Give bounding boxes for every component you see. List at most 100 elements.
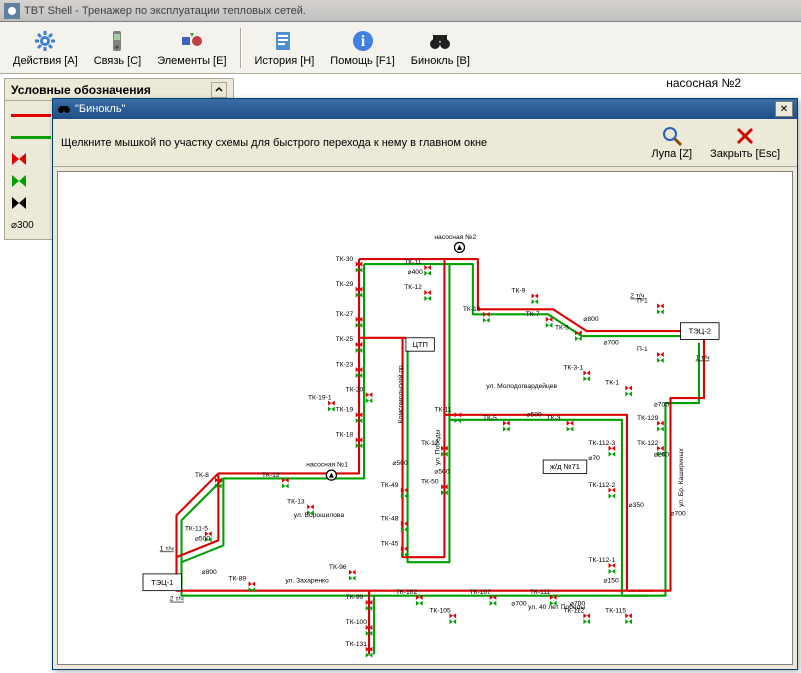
close-button[interactable]: Закрыть [Esc] [701, 123, 789, 163]
svg-text:ТК-1: ТК-1 [605, 380, 619, 387]
svg-text:ТК-100: ТК-100 [346, 619, 368, 626]
svg-text:ТК-96: ТК-96 [329, 564, 347, 571]
legend-valve [11, 173, 51, 189]
svg-text:ТК-112-1: ТК-112-1 [588, 557, 615, 564]
svg-text:⌀500: ⌀500 [195, 535, 210, 542]
hist-button[interactable]: История [H] [248, 26, 322, 70]
svg-text:ТЭЦ-2: ТЭЦ-2 [689, 327, 711, 336]
zoom-label: Лупа [Z] [651, 148, 692, 160]
svg-text:ТК-122: ТК-122 [637, 440, 659, 447]
svg-text:ТК-25: ТК-25 [336, 336, 354, 343]
legend-line [11, 129, 51, 145]
popup-toolbar: Щелкните мышкой по участку схемы для быс… [53, 119, 797, 167]
help-label: Помощь [F1] [330, 55, 395, 67]
svg-text:⌀700: ⌀700 [654, 401, 669, 408]
legend-valve [11, 195, 51, 211]
legend-body: ⌀300 [5, 101, 57, 239]
svg-text:ТК-11: ТК-11 [434, 406, 451, 413]
svg-text:насосная №2: насосная №2 [434, 234, 476, 241]
svg-text:ТК-27: ТК-27 [336, 311, 354, 318]
title-bar: TBT Shell - Тренажер по эксплуатации теп… [0, 0, 801, 22]
svg-text:⌀70: ⌀70 [588, 455, 600, 462]
elements-icon [180, 29, 204, 53]
zoom-button[interactable]: Лупа [Z] [642, 123, 701, 163]
svg-text:ТК-112-3: ТК-112-3 [588, 440, 615, 447]
svg-text:ТК-29: ТК-29 [336, 281, 354, 288]
svg-text:ТК-115: ТК-115 [605, 607, 626, 614]
svg-text:П-1: П-1 [637, 346, 648, 353]
svg-text:i: i [360, 33, 365, 50]
svg-text:⌀350: ⌀350 [629, 502, 644, 509]
popup-caption-bar[interactable]: "Бинокль" ✕ [53, 99, 797, 119]
svg-text:ТК-50: ТК-50 [421, 478, 439, 485]
svg-text:ул. Бр. Кашириных: ул. Бр. Кашириных [678, 448, 685, 507]
history-icon [272, 29, 296, 53]
svg-text:⌀700: ⌀700 [670, 510, 685, 517]
magnifier-icon [662, 126, 682, 146]
legend-line [11, 107, 51, 123]
binocular-icon [57, 102, 71, 116]
svg-text:насосная №1: насосная №1 [306, 462, 348, 469]
binoc-label: Бинокль [B] [411, 55, 470, 67]
svg-text:⌀500: ⌀500 [526, 411, 541, 418]
binocular-window: "Бинокль" ✕ Щелкните мышкой по участку с… [52, 98, 798, 670]
svg-text:ТК-5: ТК-5 [555, 324, 569, 331]
actions-button[interactable]: Действия [A] [6, 26, 85, 70]
svg-text:ТК-131: ТК-131 [346, 641, 368, 648]
binoc-button[interactable]: Бинокль [B] [404, 26, 477, 70]
svg-text:ТК-9: ТК-9 [511, 288, 525, 295]
svg-text:ТК-49: ТК-49 [381, 482, 399, 489]
svg-text:ТК-3: ТК-3 [547, 415, 561, 422]
svg-text:ТК-5: ТК-5 [483, 415, 497, 422]
svg-text:ТК-12: ТК-12 [404, 284, 422, 291]
svg-text:⌀500: ⌀500 [434, 468, 449, 475]
main-toolbar: Действия [A] Связь [C] Элементы [E] История… [0, 22, 801, 74]
close-x-icon [735, 126, 755, 146]
svg-text:ТК-89: ТК-89 [228, 576, 246, 583]
svg-text:1 т/ч: 1 т/ч [160, 545, 174, 552]
svg-text:ТК-8: ТК-8 [195, 472, 209, 479]
svg-text:1 т/ч: 1 т/ч [696, 355, 710, 362]
svg-text:⌀800: ⌀800 [202, 569, 217, 576]
close-label: Закрыть [Esc] [710, 148, 780, 160]
svg-text:ТК-12: ТК-12 [262, 472, 280, 479]
elem-button[interactable]: Элементы [E] [150, 26, 233, 70]
svg-text:⌀700: ⌀700 [604, 339, 619, 346]
link-button[interactable]: Связь [C] [87, 26, 149, 70]
svg-text:⌀800: ⌀800 [583, 316, 598, 323]
legend-diameter: ⌀300 [11, 217, 51, 233]
popup-hint: Щелкните мышкой по участку схемы для быс… [61, 137, 487, 149]
svg-text:2 т/ч: 2 т/ч [630, 293, 644, 300]
svg-text:⌀500: ⌀500 [393, 460, 408, 467]
gear-icon [33, 29, 57, 53]
svg-text:ТК-112-2: ТК-112-2 [588, 482, 615, 489]
close-icon[interactable]: ✕ [775, 101, 793, 117]
svg-text:2 т/ч: 2 т/ч [170, 596, 184, 603]
app-title: TBT Shell - Тренажер по эксплуатации теп… [24, 5, 306, 17]
svg-text:⌀400: ⌀400 [408, 269, 423, 276]
svg-text:ТК-3-1: ТК-3-1 [563, 365, 583, 372]
collapse-arrow-icon[interactable] [211, 82, 227, 98]
schematic-svg[interactable]: ТК-30ТК-11ТК-29ТК-12ТК-27ТК-10ТК-25ТК-23… [58, 172, 793, 665]
svg-text:ТК-11-5: ТК-11-5 [185, 525, 208, 532]
svg-text:ул. Победы: ул. Победы [433, 429, 441, 465]
schematic-viewport[interactable]: ТК-30ТК-11ТК-29ТК-12ТК-27ТК-10ТК-25ТК-23… [57, 171, 793, 665]
app-icon [4, 3, 20, 19]
binoc-icon [428, 29, 452, 53]
link-label: Связь [C] [94, 55, 142, 67]
svg-text:ТК-107: ТК-107 [470, 589, 492, 596]
svg-text:ТК-111: ТК-111 [530, 589, 551, 596]
svg-text:ТК-102: ТК-102 [396, 589, 418, 596]
svg-text:ТК-23: ТК-23 [336, 361, 354, 368]
hist-label: История [H] [255, 55, 315, 67]
svg-text:ТЭЦ-1: ТЭЦ-1 [151, 578, 173, 587]
elem-label: Элементы [E] [157, 55, 226, 67]
svg-text:ТК-11: ТК-11 [404, 259, 421, 266]
svg-text:ТК-19: ТК-19 [336, 406, 354, 413]
popup-caption: "Бинокль" [75, 103, 125, 115]
svg-text:ТК-99: ТК-99 [346, 594, 364, 601]
legend-title: Условные обозначения [11, 83, 151, 97]
svg-text:ТК-13: ТК-13 [287, 499, 305, 506]
help-button[interactable]: i Помощь [F1] [323, 26, 402, 70]
svg-text:ЦТП: ЦТП [412, 340, 428, 349]
